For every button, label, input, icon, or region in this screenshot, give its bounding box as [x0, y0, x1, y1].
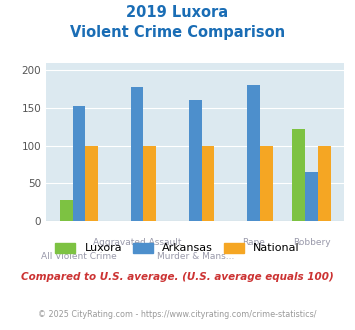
- Text: Robbery: Robbery: [293, 238, 331, 247]
- Bar: [85, 146, 98, 221]
- Bar: [143, 146, 156, 221]
- Bar: [260, 146, 273, 221]
- Bar: [131, 87, 143, 221]
- Text: © 2025 CityRating.com - https://www.cityrating.com/crime-statistics/: © 2025 CityRating.com - https://www.city…: [38, 310, 317, 319]
- Text: All Violent Crime: All Violent Crime: [41, 252, 117, 261]
- Text: Murder & Mans...: Murder & Mans...: [157, 252, 234, 261]
- Text: Rape: Rape: [242, 238, 265, 247]
- Bar: [72, 106, 85, 221]
- Legend: Luxora, Arkansas, National: Luxora, Arkansas, National: [51, 238, 304, 258]
- Text: 2019 Luxora: 2019 Luxora: [126, 5, 229, 20]
- Bar: [293, 129, 305, 221]
- Bar: [60, 200, 72, 221]
- Bar: [318, 146, 331, 221]
- Bar: [189, 100, 202, 221]
- Bar: [247, 84, 260, 221]
- Text: Aggravated Assault: Aggravated Assault: [93, 238, 181, 247]
- Text: Compared to U.S. average. (U.S. average equals 100): Compared to U.S. average. (U.S. average …: [21, 272, 334, 282]
- Bar: [202, 146, 214, 221]
- Bar: [305, 172, 318, 221]
- Text: Violent Crime Comparison: Violent Crime Comparison: [70, 25, 285, 40]
